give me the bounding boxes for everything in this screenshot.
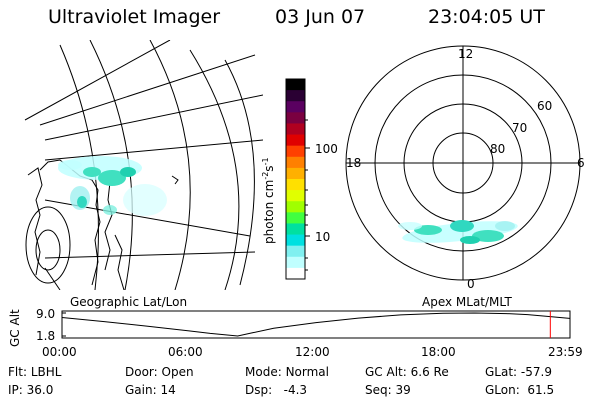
polar-plot — [345, 45, 581, 281]
date-label: 03 Jun 07 — [275, 6, 366, 28]
polar-circle — [35, 229, 61, 271]
colorbar-tick-10: 10 — [315, 230, 331, 244]
mlt-label-6: 6 — [577, 156, 585, 170]
colorbar-swatch — [286, 101, 305, 113]
coastline — [171, 175, 179, 185]
timeline-ylabel: GC Alt — [8, 309, 22, 347]
colorbar-swatch — [286, 112, 305, 124]
timeline-xtick: 00:00 — [42, 345, 77, 359]
info-mode: Mode: Normal — [245, 365, 329, 379]
coastline — [114, 234, 125, 290]
info-gc-alt: GC Alt: 6.6 Re — [365, 365, 449, 379]
polar-circle — [25, 206, 71, 284]
colorbar-tick-100: 100 — [315, 142, 338, 156]
latitude-arc — [224, 59, 255, 286]
info-ip: IP: 36.0 — [8, 383, 54, 397]
timeline-frame — [61, 310, 571, 339]
color-bar-frame — [285, 78, 306, 280]
info-glon: GLon: 61.5 — [485, 383, 555, 397]
mlt-label-18: 18 — [346, 156, 362, 170]
time-label: 23:04:05 UT — [428, 6, 545, 28]
mlt-label-12: 12 — [458, 47, 474, 61]
coastline — [39, 159, 101, 286]
colorbar-swatch — [286, 90, 305, 102]
mlat-label-80: 80 — [490, 142, 506, 156]
timeline-xtick: 18:00 — [421, 345, 456, 359]
timeline-xtick: 23:59 — [548, 345, 583, 359]
meridian-line — [24, 40, 171, 121]
mlat-label-60: 60 — [537, 99, 553, 113]
colorbar-swatch — [286, 167, 305, 180]
colorbar-swatch — [286, 145, 305, 158]
mlt-label-0: 0 — [467, 277, 475, 291]
geo-aurora — [58, 156, 167, 216]
timeline-xtick: 06:00 — [168, 345, 203, 359]
geographic-caption: Geographic Lat/Lon — [70, 295, 188, 309]
meridian-line — [44, 267, 61, 290]
meridian-line — [39, 54, 256, 126]
colorbar-swatch — [286, 223, 305, 236]
info-dsp: Dsp: -4.3 — [245, 383, 308, 397]
latitude-arc — [189, 49, 240, 290]
apex-caption: Apex MLat/MLT — [422, 295, 512, 309]
colorbar-swatch — [286, 190, 305, 202]
colorbar-swatch — [286, 267, 305, 280]
meridian-line — [44, 251, 256, 259]
colorbar-swatch — [286, 256, 305, 269]
colorbar-swatch — [286, 234, 305, 247]
polar-aurora — [398, 220, 518, 244]
colorbar-swatch — [286, 201, 305, 213]
instrument-title: Ultraviolet Imager — [48, 6, 221, 28]
colorbar-swatch — [286, 134, 305, 147]
info-seq: Seq: 39 — [365, 383, 411, 397]
timeline-ytick-min: 1.8 — [36, 329, 56, 343]
colorbar-swatch — [286, 179, 305, 191]
timeline-ytick-max: 9.0 — [36, 307, 56, 321]
mlat-label-70: 70 — [512, 121, 528, 135]
colorbar-swatch — [286, 123, 305, 136]
gc-alt-series — [61, 312, 570, 337]
info-glat: GLat: -57.9 — [485, 365, 552, 379]
colorbar-swatch — [286, 212, 305, 224]
timeline-xtick: 12:00 — [295, 345, 330, 359]
colorbar-swatch — [286, 156, 305, 169]
coastline — [27, 167, 43, 276]
meridian-line — [44, 139, 263, 161]
colorbar-swatch — [286, 245, 305, 258]
latitude-arc — [149, 40, 191, 290]
meridian-line — [44, 94, 263, 141]
info-gain: Gain: 14 — [125, 383, 176, 397]
color-bar — [286, 79, 305, 280]
info-door: Door: Open — [125, 365, 194, 379]
colorbar-unit-label: photon cm-2s-1 — [261, 157, 276, 244]
info-flt: Flt: LBHL — [8, 365, 62, 379]
colorbar-swatch — [286, 79, 305, 91]
